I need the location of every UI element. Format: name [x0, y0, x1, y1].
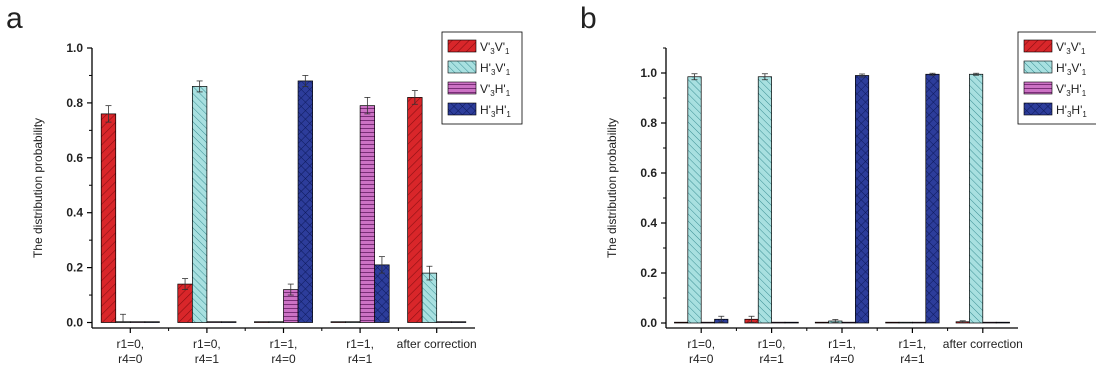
- legend: V'3V'1 H'3V'1 V'3H'1 H'3H'1: [441, 31, 523, 125]
- legend-entry-label: H'3H'1: [480, 103, 511, 119]
- y-tick-label: 0.4: [640, 216, 657, 230]
- legend-entry-label: V'3V'1: [1056, 40, 1086, 56]
- y-tick-label: 1.0: [640, 66, 657, 80]
- bar-H3V1: [191, 86, 208, 323]
- bar-H3V1: [898, 321, 913, 324]
- x-tick-label: r1=1,: [270, 337, 298, 351]
- bar-V3V1: [814, 321, 829, 324]
- bar-V3H1: [700, 321, 715, 324]
- legend-swatch: [1023, 81, 1053, 95]
- x-tick-label: r4=0: [689, 352, 714, 366]
- bar-V3H1: [771, 321, 786, 324]
- bar-V3V1: [254, 321, 270, 323]
- y-tick-label: 0.8: [640, 116, 657, 130]
- bar-H3V1: [969, 73, 984, 324]
- x-tick-label: r4=0: [118, 352, 143, 366]
- bar-V3V1: [885, 321, 900, 324]
- bar-H3H1: [784, 321, 799, 324]
- x-tick-label: after correction: [397, 337, 477, 351]
- bar-H3V1: [757, 76, 772, 324]
- y-tick-label: 0.0: [640, 316, 657, 330]
- x-tick-label: r4=1: [348, 352, 373, 366]
- y-tick-label: 0.6: [66, 151, 83, 165]
- legend-entry-label: H'3V'1: [1056, 61, 1087, 77]
- panel-label-a: a: [6, 2, 23, 35]
- legend-entry-label: H'3V'1: [480, 61, 511, 77]
- x-tick-label: r4=0: [830, 352, 855, 366]
- y-tick-label: 0.2: [66, 261, 83, 275]
- x-tick-label: r4=1: [900, 352, 925, 366]
- bar-H3H1: [221, 321, 237, 323]
- legend: V'3V'1 H'3V'1 V'3H'1 H'3H'1: [1017, 31, 1096, 125]
- legend-swatch: [447, 60, 477, 74]
- y-axis-label: The distribution probability: [605, 118, 619, 258]
- y-tick-label: 0.6: [640, 166, 657, 180]
- bar-H3H1: [855, 75, 870, 324]
- bar-V3H1: [982, 321, 997, 324]
- bar-V3H1: [436, 321, 452, 323]
- legend-swatch: [1023, 60, 1053, 74]
- bar-H3H1: [144, 321, 160, 323]
- y-tick-label: 0.4: [66, 206, 83, 220]
- x-tick-label: r1=0,: [687, 337, 715, 351]
- legend-entry-label: V'3V'1: [480, 40, 510, 56]
- bar-H3H1: [450, 321, 467, 323]
- y-tick-label: 0.8: [66, 96, 83, 110]
- panel-label-b: b: [580, 2, 597, 35]
- chart-panel-a: 0.0 0.2 0.4 0.6 0.8 1.0 The distribution proba…: [31, 31, 523, 366]
- legend-entry-label: V'3H'1: [480, 82, 511, 98]
- bar-V3H1: [841, 321, 856, 324]
- legend-entry-label: V'3H'1: [1056, 82, 1087, 98]
- bar-H3H1: [995, 321, 1010, 324]
- bar-H3V1: [345, 321, 361, 323]
- bar-H3H1: [297, 80, 313, 323]
- bar-V3H1: [129, 321, 146, 323]
- y-tick-label: 1.0: [66, 41, 83, 55]
- x-tick-label: r4=1: [759, 352, 784, 366]
- bar-H3V1: [687, 76, 702, 324]
- bar-V3H1: [206, 321, 222, 323]
- bar-H3V1: [268, 321, 284, 323]
- legend-swatch: [447, 102, 477, 116]
- x-tick-label: r1=1,: [828, 337, 856, 351]
- y-axis-label: The distribution probability: [31, 118, 45, 258]
- legend-swatch: [447, 81, 477, 95]
- legend-swatch: [1023, 102, 1053, 116]
- bar-H3H1: [374, 264, 390, 323]
- x-tick-label: r1=0,: [758, 337, 786, 351]
- legend-swatch: [1023, 39, 1053, 53]
- y-tick-label: 0.0: [66, 316, 83, 330]
- x-tick-label: r4=0: [271, 352, 296, 366]
- bar-V3H1: [912, 321, 927, 324]
- bar-V3V1: [674, 321, 689, 324]
- x-tick-label: r4=1: [195, 352, 220, 366]
- bar-V3V1: [100, 113, 117, 323]
- bar-H3H1: [925, 73, 940, 324]
- legend-entry-label: H'3H'1: [1056, 103, 1087, 119]
- bar-V3V1: [330, 321, 346, 323]
- y-tick-label: 0.2: [640, 266, 657, 280]
- x-tick-label: r1=1,: [899, 337, 927, 351]
- x-tick-label: r1=1,: [346, 337, 374, 351]
- legend-swatch: [447, 39, 477, 53]
- bar-V3H1: [359, 105, 376, 323]
- bar-H3V1: [421, 272, 438, 323]
- x-tick-label: r1=0,: [193, 337, 221, 351]
- bar-V3V1: [407, 97, 423, 323]
- x-tick-label: after correction: [943, 337, 1023, 351]
- chart-panel-b: 0.0 0.2 0.4 0.6 0.8 1.0 The distribution proba…: [605, 31, 1096, 366]
- x-tick-label: r1=0,: [116, 337, 144, 351]
